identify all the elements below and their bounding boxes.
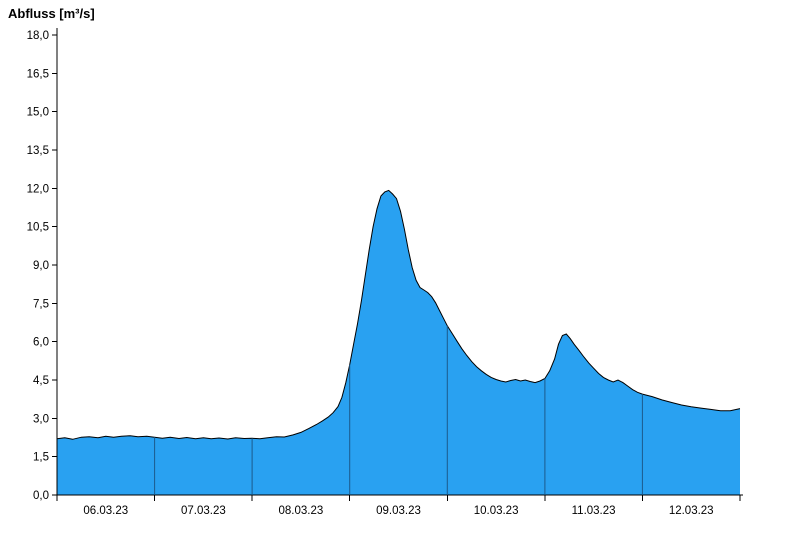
y-axis-ticks: 0,0 1,5 3,0 4,5 6,0 7,5 9,0 10,5 12,0 13,5 15,0 16,…	[27, 30, 57, 502]
svg-text:13,5: 13,5	[27, 145, 49, 157]
svg-text:4,5: 4,5	[33, 375, 49, 387]
svg-text:15,0: 15,0	[27, 107, 49, 119]
area-series	[56, 189, 741, 495]
chart-title: Abfluss [m³/s]	[8, 6, 95, 21]
svg-text:1,5: 1,5	[33, 452, 49, 464]
svg-text:11.03.23: 11.03.23	[572, 505, 616, 517]
svg-text:12,0: 12,0	[27, 183, 49, 195]
svg-text:6,0: 6,0	[33, 337, 49, 349]
x-axis-ticks: 06.03.23 07.03.23 08.03.23 09.03.23 10.03.23…	[56, 495, 741, 517]
svg-text:08.03.23: 08.03.23	[279, 505, 324, 517]
day-boundary-lines	[154, 325, 643, 494]
svg-text:18,0: 18,0	[27, 30, 49, 42]
svg-text:07.03.23: 07.03.23	[181, 505, 226, 517]
svg-text:10,5: 10,5	[27, 222, 49, 234]
svg-text:7,5: 7,5	[33, 298, 49, 310]
svg-text:0,0: 0,0	[33, 490, 49, 502]
svg-text:12.03.23: 12.03.23	[669, 505, 714, 517]
svg-text:06.03.23: 06.03.23	[83, 505, 128, 517]
svg-text:16,5: 16,5	[27, 68, 49, 80]
svg-text:3,0: 3,0	[33, 413, 49, 425]
axes	[56, 28, 743, 496]
svg-text:10.03.23: 10.03.23	[474, 505, 519, 517]
svg-text:09.03.23: 09.03.23	[376, 505, 421, 517]
svg-text:9,0: 9,0	[33, 260, 49, 272]
